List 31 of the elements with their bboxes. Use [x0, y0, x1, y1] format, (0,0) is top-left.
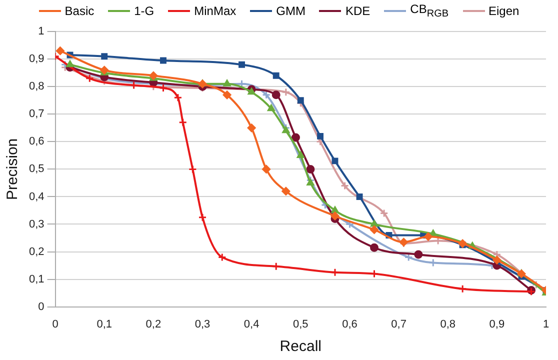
x-tick-label: 0,3 — [194, 318, 210, 330]
y-tick-label: 0,8 — [28, 80, 44, 93]
y-tick-label: 0,4 — [28, 190, 44, 203]
x-tick-label: 0,6 — [342, 318, 358, 330]
legend-label: GMM — [276, 4, 306, 18]
x-tick-label: 0,7 — [391, 318, 406, 330]
y-tick-label: 0 — [38, 300, 44, 313]
y-tick-label: 0,7 — [28, 108, 44, 120]
legend-label: KDE — [345, 4, 370, 18]
x-tick-label: 0,9 — [489, 318, 505, 330]
x-tick-label: 0,1 — [96, 318, 112, 330]
y-tick-label: 0,2 — [28, 246, 44, 258]
y-tick-label: 0,3 — [28, 218, 44, 230]
legend-label: Basic — [64, 4, 94, 18]
x-tick-label: 0 — [52, 318, 58, 330]
x-tick-label: 0,4 — [244, 318, 260, 330]
x-axis-title: Recall — [280, 338, 322, 356]
x-tick-label: 0,5 — [292, 318, 308, 330]
y-axis-title: Precision — [4, 138, 22, 200]
x-tick-label: 0,2 — [146, 318, 162, 330]
y-tick-label: 0,6 — [28, 136, 44, 148]
x-tick-label: 1 — [542, 318, 550, 330]
y-tick-label: 0,1 — [28, 273, 44, 286]
legend-label: MinMax — [194, 4, 236, 18]
y-tick-label: 0,5 — [28, 163, 44, 176]
legend-label: Eigen — [488, 4, 520, 18]
legend-label: 1-G — [134, 4, 154, 18]
x-tick-label: 0,8 — [440, 318, 456, 330]
y-tick-label: 1 — [38, 26, 44, 38]
legend-label: CB$_{RGB}$ — [410, 2, 449, 20]
y-tick-label: 0,9 — [28, 53, 44, 66]
